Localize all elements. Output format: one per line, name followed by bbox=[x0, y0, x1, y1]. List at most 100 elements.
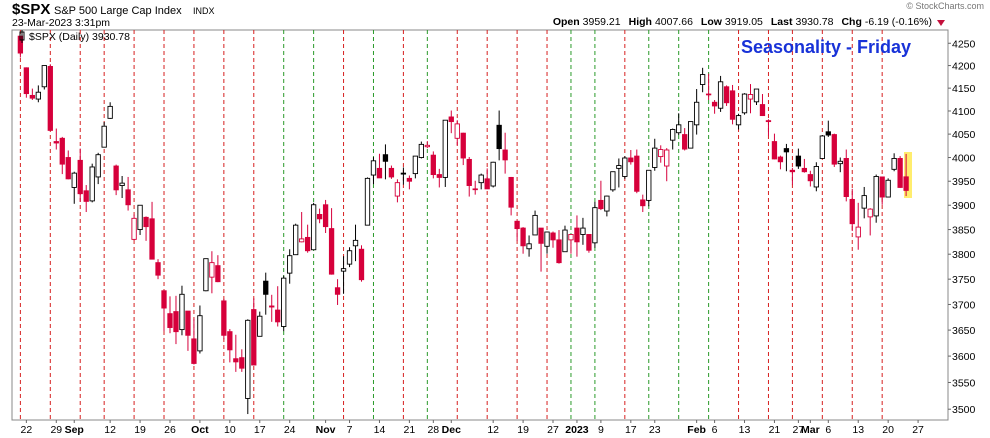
candle-body bbox=[41, 65, 47, 88]
candle-body bbox=[251, 309, 257, 366]
candle-body bbox=[310, 204, 317, 251]
candle-body bbox=[263, 280, 269, 295]
candle-body bbox=[293, 224, 299, 256]
candle-body bbox=[346, 250, 353, 265]
x-tick-label: 26 bbox=[164, 424, 176, 436]
candle-body bbox=[239, 357, 245, 369]
candle-body bbox=[628, 157, 634, 163]
y-tick-label: 3600 bbox=[952, 351, 976, 363]
candle-body bbox=[23, 67, 30, 95]
candle-body bbox=[580, 227, 586, 235]
security-name: S&P 500 Large Cap Index bbox=[54, 5, 182, 17]
quote-value: 4007.66 bbox=[655, 16, 693, 28]
candle-body bbox=[807, 174, 814, 182]
candle-body bbox=[388, 167, 395, 178]
candle-body bbox=[885, 179, 891, 198]
candle-body bbox=[526, 243, 532, 250]
candle-body bbox=[616, 165, 622, 169]
candle-body bbox=[556, 239, 562, 264]
candles bbox=[17, 35, 903, 415]
candle-body bbox=[849, 198, 855, 225]
candle-body bbox=[538, 227, 544, 244]
candle-body bbox=[245, 319, 251, 399]
candle-body bbox=[161, 290, 167, 309]
candle-body bbox=[71, 172, 77, 188]
candle-body bbox=[711, 101, 718, 107]
candle-body bbox=[460, 132, 466, 159]
candle-body bbox=[328, 228, 335, 275]
x-tick-label: 22 bbox=[21, 424, 33, 436]
quote: Open 3959.21 High 4007.66 Low 3919.05 Last 3930… bbox=[553, 16, 932, 28]
candle-body bbox=[508, 176, 514, 208]
candle-body bbox=[741, 93, 748, 114]
timestamp: 23-Mar-2023 3:31pm bbox=[12, 17, 110, 29]
candle-body bbox=[269, 305, 275, 308]
candle-body bbox=[867, 208, 873, 218]
candle-body bbox=[29, 94, 35, 99]
candle-body bbox=[478, 174, 484, 184]
candle-body bbox=[753, 88, 760, 103]
candle-body bbox=[155, 262, 161, 276]
y-tick-label: 3800 bbox=[952, 249, 976, 261]
candle-body bbox=[777, 156, 784, 163]
candle-body bbox=[179, 293, 185, 331]
change-arrow bbox=[937, 20, 945, 26]
axes: 3500 3550 3600 3650 3700 3750 3800 3850 3900 3950… bbox=[21, 38, 976, 436]
x-tick-label: 20 bbox=[882, 424, 894, 436]
exchange: INDX bbox=[193, 6, 215, 16]
symbol: $SPX bbox=[12, 1, 50, 18]
candle-body bbox=[604, 195, 610, 212]
plot-frame bbox=[11, 29, 949, 421]
x-tick-label: 19 bbox=[517, 424, 529, 436]
candle-body bbox=[65, 157, 71, 180]
candle-body bbox=[281, 277, 287, 327]
y-tick-label: 3750 bbox=[952, 274, 976, 286]
candle-body bbox=[59, 137, 65, 165]
x-tick-label: 27 bbox=[547, 424, 559, 436]
x-tick-label: 24 bbox=[284, 424, 296, 436]
candle-body bbox=[364, 177, 371, 226]
candle-body bbox=[789, 169, 796, 173]
x-tick-label: 13 bbox=[739, 424, 751, 436]
candle-body bbox=[729, 90, 736, 120]
candle-body bbox=[765, 120, 772, 123]
candle-body bbox=[430, 154, 436, 176]
candle-body bbox=[257, 315, 263, 337]
candle-body bbox=[287, 255, 293, 274]
candle-body bbox=[634, 155, 640, 192]
candle-body bbox=[759, 104, 766, 117]
candle-body bbox=[275, 309, 281, 323]
x-tick-label: 17 bbox=[254, 424, 266, 436]
candle-body bbox=[125, 189, 131, 206]
quote-label: Last bbox=[771, 16, 793, 28]
candle-body bbox=[897, 158, 903, 188]
candle-body bbox=[107, 105, 113, 119]
candle-body bbox=[574, 227, 580, 243]
candle-body bbox=[825, 131, 831, 136]
candle-body bbox=[873, 176, 879, 217]
candle-body bbox=[795, 155, 802, 167]
candle-body bbox=[568, 234, 574, 241]
candle-body bbox=[717, 81, 724, 109]
legend: $SPX (Daily) 3930.78 bbox=[19, 30, 130, 43]
x-tick-label: 21 bbox=[404, 424, 416, 436]
y-tick-label: 3650 bbox=[952, 325, 976, 337]
x-tick-label: 27 bbox=[912, 424, 924, 436]
candle-body bbox=[448, 116, 454, 123]
candle-body bbox=[699, 74, 706, 85]
candle-body bbox=[837, 160, 843, 165]
candle-body bbox=[418, 143, 425, 158]
candle-body bbox=[191, 338, 197, 364]
quote-value: 3930.78 bbox=[795, 16, 833, 28]
candle-body bbox=[95, 154, 101, 178]
x-tick-label: 12 bbox=[487, 424, 499, 436]
chart-title: Seasonality - Friday bbox=[741, 37, 911, 57]
x-tick-label: Nov bbox=[316, 424, 336, 436]
candle-body bbox=[783, 148, 790, 153]
candle-body bbox=[53, 141, 59, 144]
candle-body bbox=[484, 178, 490, 190]
candle-body bbox=[400, 172, 407, 175]
candle-body bbox=[682, 134, 688, 150]
x-tick-label: 14 bbox=[374, 424, 386, 436]
